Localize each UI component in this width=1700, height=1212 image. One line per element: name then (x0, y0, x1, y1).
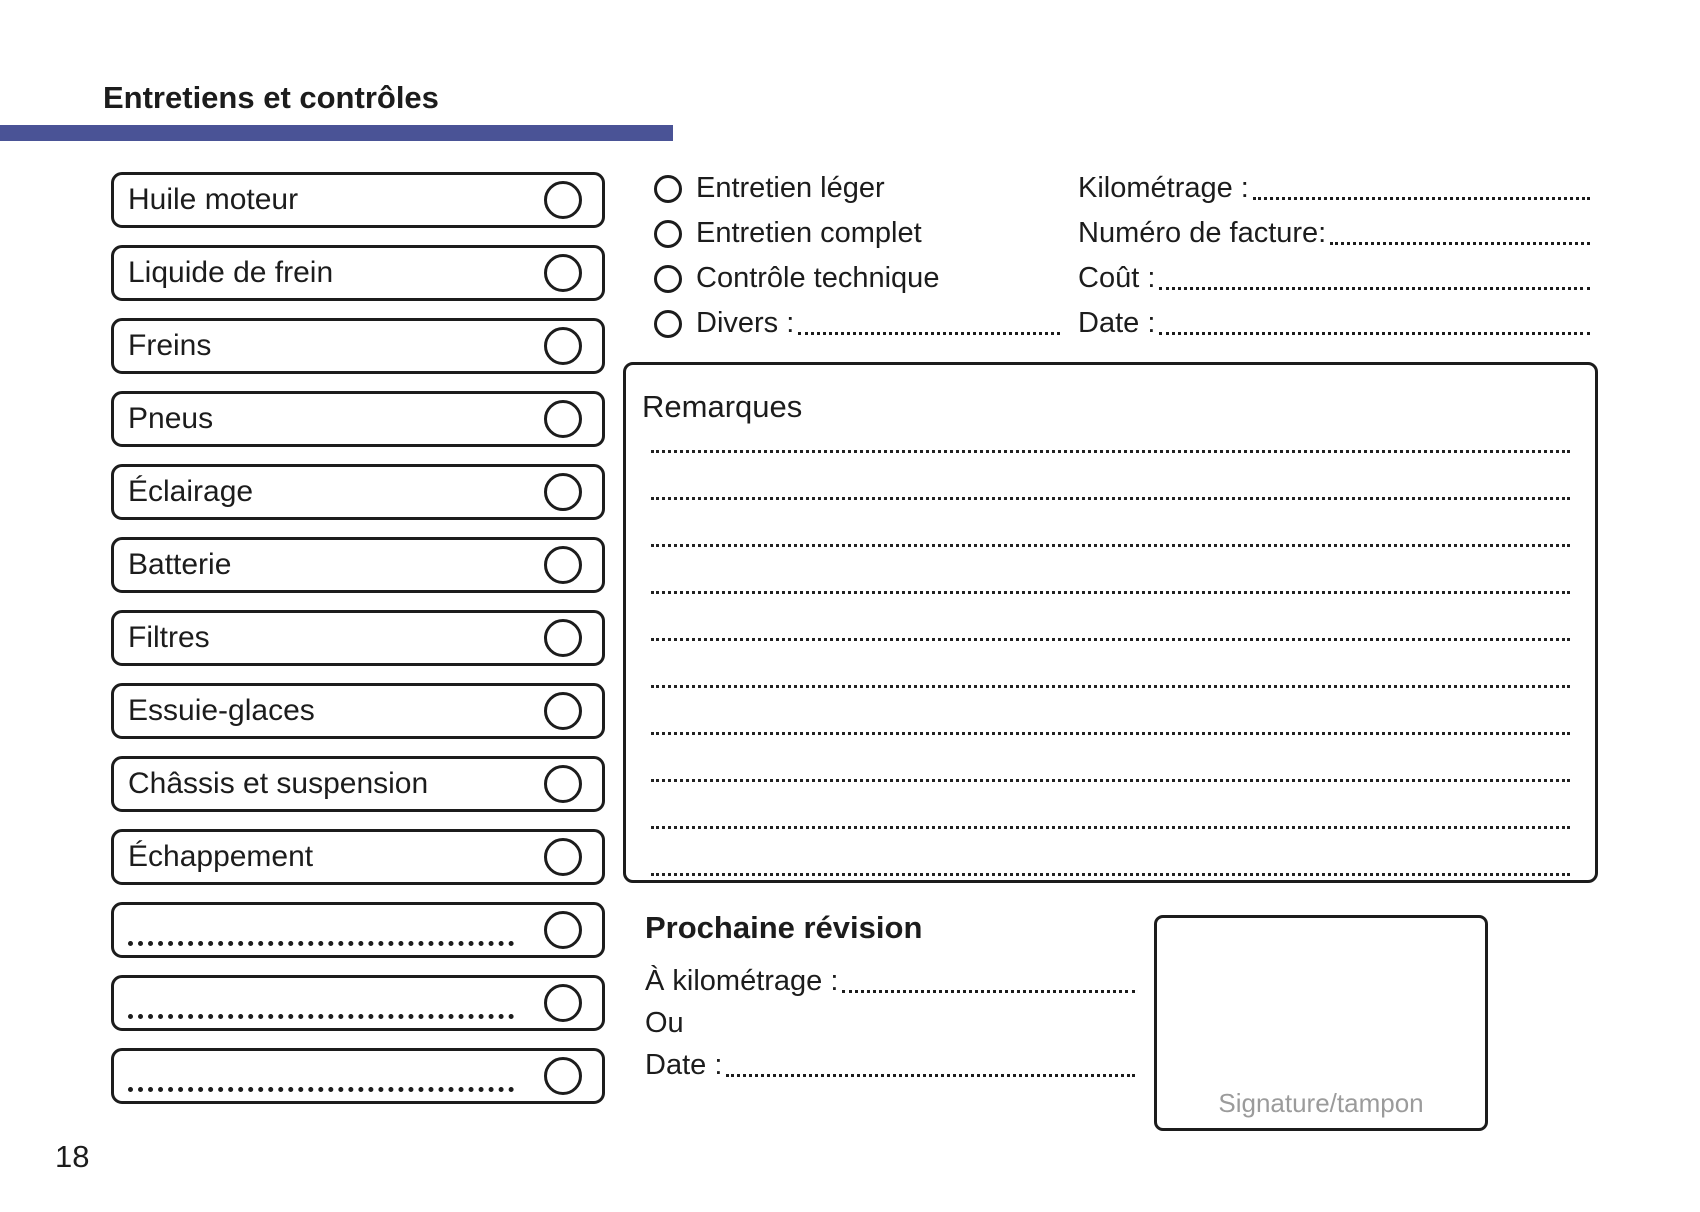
field-date: Date : (1078, 301, 1590, 346)
remark-line[interactable] (651, 829, 1570, 876)
check-circle[interactable] (544, 765, 582, 803)
check-circle[interactable] (544, 473, 582, 511)
signature-box[interactable]: Signature/tampon (1154, 915, 1488, 1131)
radio-circle[interactable] (654, 264, 682, 293)
checklist-item-label: Batterie (128, 548, 232, 581)
check-circle[interactable] (544, 911, 582, 949)
checklist-item-eclairage: Éclairage (111, 464, 605, 520)
checklist-item-echappement: Échappement (111, 829, 605, 885)
checklist-item-blank-2 (111, 975, 605, 1031)
dotted-field-line[interactable] (798, 332, 1060, 335)
remark-line[interactable] (651, 453, 1570, 500)
remark-line[interactable] (651, 406, 1570, 453)
radio-circle[interactable] (654, 174, 682, 203)
checklist-item-batterie: Batterie (111, 537, 605, 593)
dotted-blank-field[interactable] (128, 1087, 514, 1092)
remark-line[interactable] (651, 500, 1570, 547)
dotted-field-line[interactable] (1159, 332, 1590, 335)
option-label: Entretien complet (696, 217, 922, 249)
page-number: 18 (55, 1139, 90, 1174)
check-circle[interactable] (544, 619, 582, 657)
dotted-field-line[interactable] (842, 989, 1135, 993)
dotted-field-line[interactable] (1330, 242, 1590, 245)
checklist-item-freins: Freins (111, 318, 605, 374)
next-service-section: Prochaine révision À kilométrage : Ou Da… (645, 910, 1135, 1086)
remark-line[interactable] (651, 735, 1570, 782)
checklist-item-label: Pneus (128, 402, 214, 435)
field-numero-de-facture: Numéro de facture: (1078, 211, 1590, 256)
radio-circle[interactable] (654, 219, 682, 248)
field-label: Coût : (1078, 262, 1156, 294)
field-label: Numéro de facture: (1078, 217, 1327, 249)
check-circle[interactable] (544, 254, 582, 292)
dotted-field-line[interactable] (726, 1073, 1135, 1077)
checklist-item-liquide-de-frein: Liquide de frein (111, 245, 605, 301)
dotted-blank-field[interactable] (128, 941, 514, 946)
field-label: Ou (645, 1006, 684, 1039)
check-circle[interactable] (544, 327, 582, 365)
option-label: Contrôle technique (696, 262, 940, 294)
next-service-or-label: Ou (645, 1002, 1135, 1044)
check-circle[interactable] (544, 838, 582, 876)
checklist-item-filtres: Filtres (111, 610, 605, 666)
remark-line[interactable] (651, 547, 1570, 594)
checklist-item-pneus: Pneus (111, 391, 605, 447)
checklist-item-label: Liquide de frein (128, 256, 334, 289)
checklist-item-chassis-et-suspension: Châssis et suspension (111, 756, 605, 812)
field-kilometrage: Kilométrage : (1078, 166, 1590, 211)
check-circle[interactable] (544, 692, 582, 730)
checklist-item-label: Filtres (128, 621, 210, 654)
field-label: À kilométrage : (645, 964, 839, 997)
radio-circle[interactable] (654, 309, 682, 338)
check-circle[interactable] (544, 400, 582, 438)
check-circle[interactable] (544, 1057, 582, 1095)
check-circle[interactable] (544, 984, 582, 1022)
dotted-blank-field[interactable] (128, 1014, 514, 1019)
remark-line[interactable] (651, 688, 1570, 735)
remarks-title: Remarques (642, 389, 803, 424)
checklist-item-label: Huile moteur (128, 183, 299, 216)
checklist-item-blank-3 (111, 1048, 605, 1104)
checklist-item-blank-1 (111, 902, 605, 958)
option-label: Divers : (696, 307, 795, 339)
remark-line[interactable] (651, 594, 1570, 641)
checklist-item-essuie-glaces: Essuie-glaces (111, 683, 605, 739)
option-divers: Divers : (654, 301, 1060, 346)
remarks-box: Remarques (623, 362, 1598, 883)
service-type-options: Entretien léger Entretien complet Contrô… (654, 166, 1060, 346)
dotted-field-line[interactable] (1159, 287, 1590, 290)
checklist-item-label: Éclairage (128, 475, 254, 508)
checklist-item-label: Freins (128, 329, 212, 362)
option-controle-technique: Contrôle technique (654, 256, 1060, 301)
dotted-field-line[interactable] (1252, 197, 1590, 200)
checklist-item-label: Châssis et suspension (128, 767, 429, 800)
next-service-title: Prochaine révision (645, 910, 923, 945)
field-label: Date : (1078, 307, 1156, 339)
page-title: Entretiens et contrôles (103, 80, 439, 115)
signature-label: Signature/tampon (1218, 1088, 1424, 1118)
option-entretien-complet: Entretien complet (654, 211, 1060, 256)
checklist-item-label: Essuie-glaces (128, 694, 315, 727)
option-label: Entretien léger (696, 172, 885, 204)
check-circle[interactable] (544, 546, 582, 584)
invoice-fields: Kilométrage : Numéro de facture: Coût : … (1078, 166, 1590, 346)
remarks-write-area (651, 406, 1570, 876)
field-label: Kilométrage : (1078, 172, 1249, 204)
maintenance-checklist: Huile moteur Liquide de frein Freins Pne… (111, 172, 605, 1121)
check-circle[interactable] (544, 181, 582, 219)
accent-bar (0, 125, 673, 141)
field-cout: Coût : (1078, 256, 1590, 301)
next-service-date-field: Date : (645, 1044, 1135, 1086)
remark-line[interactable] (651, 782, 1570, 829)
option-entretien-leger: Entretien léger (654, 166, 1060, 211)
remark-line[interactable] (651, 641, 1570, 688)
checklist-item-label: Échappement (128, 840, 314, 873)
checklist-item-huile-moteur: Huile moteur (111, 172, 605, 228)
next-service-km-field: À kilométrage : (645, 960, 1135, 1002)
field-label: Date : (645, 1048, 723, 1081)
